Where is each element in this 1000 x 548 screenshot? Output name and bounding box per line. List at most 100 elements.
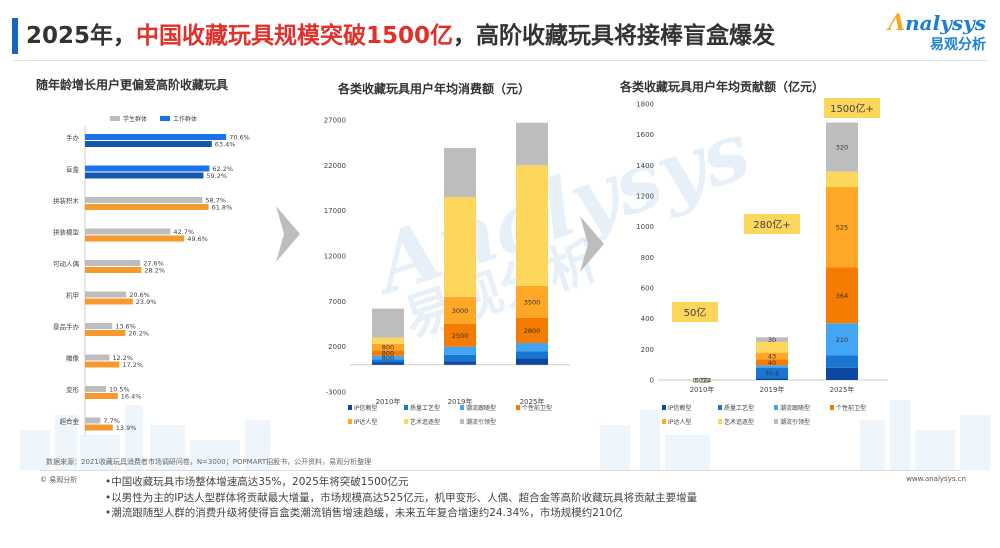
- segment-label: 2500: [452, 332, 469, 340]
- stack-segment: [516, 317, 548, 344]
- segment-label: 43: [768, 352, 776, 360]
- footer-divider: [40, 470, 960, 471]
- data-label-student: 70.6%: [229, 134, 250, 142]
- segment-label: 800: [382, 354, 394, 362]
- note-1: •中国收藏玩具市场整体增速高达35%，2025年将突破1500亿元: [105, 476, 409, 488]
- category-label: 可动人偶: [53, 259, 80, 268]
- segment-label: 320: [836, 144, 848, 152]
- bar-worker: [85, 141, 212, 147]
- stack-segment: [826, 186, 858, 268]
- bar-student: [85, 260, 141, 266]
- stack-segment: [372, 308, 404, 338]
- y-tick-label: 1600: [636, 131, 654, 139]
- stack-segment: [516, 285, 548, 318]
- data-label-worker: 28.2%: [144, 267, 165, 275]
- category-label: 变形: [66, 385, 80, 394]
- legend-swatch: [774, 405, 778, 410]
- data-label-student: 7.7%: [103, 417, 120, 425]
- y-tick-label: 200: [641, 346, 654, 354]
- category-label: 超合金: [60, 417, 80, 426]
- stack-segment: [516, 122, 548, 166]
- header-divider: [12, 60, 988, 61]
- x-category-label: 2019年: [448, 397, 473, 406]
- data-label-worker: 13.9%: [116, 424, 137, 432]
- category-label: 手办: [66, 133, 80, 142]
- data-label-worker: 16.4%: [121, 393, 142, 401]
- segment-label: 210: [836, 336, 848, 344]
- segment-label: 0.024: [693, 376, 712, 384]
- footer-logo: © 易观分析: [40, 476, 78, 484]
- bar-student: [85, 197, 203, 203]
- note-3: •潮流跟随型人群的消费升级将使得盲盒类潮流销售增速趋缓，未来五年复合增速约24.…: [105, 507, 623, 519]
- data-label-worker: 49.6%: [187, 235, 208, 243]
- arrow-right-icon: [276, 206, 300, 262]
- bar-worker: [85, 204, 209, 210]
- legend-label: 个性前卫型: [836, 404, 866, 412]
- legend-swatch-student: [110, 116, 120, 121]
- callout-label: 280亿+: [753, 218, 790, 231]
- segment-label: 70.6: [765, 370, 779, 378]
- data-label-worker: 61.8%: [212, 204, 233, 212]
- x-category-label: 2010年: [690, 385, 715, 394]
- y-tick-label: 1000: [636, 223, 654, 231]
- title-highlight: 中国收藏玩具规模突破1500亿: [136, 23, 454, 49]
- stack-segment: [444, 361, 476, 365]
- stack-segment: [444, 324, 476, 347]
- logo-a-glyph: Λ: [888, 10, 906, 36]
- category-label: 景品手办: [53, 322, 80, 331]
- data-label-student: 12.2%: [112, 354, 133, 362]
- stack-segment: [516, 343, 548, 352]
- bar-student: [85, 354, 110, 361]
- stack-segment: [372, 362, 404, 365]
- legend-swatch: [830, 405, 834, 410]
- bar-worker: [85, 393, 118, 399]
- legend-swatch: [662, 419, 666, 424]
- bar-student: [85, 134, 227, 140]
- bar-student: [85, 165, 210, 172]
- stack-segment: [516, 351, 548, 359]
- y-tick-label: 1200: [636, 193, 654, 201]
- stack-segment: [756, 365, 788, 368]
- footer-url[interactable]: www.analysys.cn: [906, 475, 966, 483]
- category-label: 机甲: [66, 291, 79, 300]
- callout-label: 1500亿+: [830, 102, 874, 115]
- legend-label: 个性前卫型: [522, 404, 552, 412]
- category-label: 拼装积木: [53, 196, 80, 205]
- bar-worker: [85, 424, 113, 431]
- y-tick-label: 1400: [636, 162, 654, 170]
- segment-label: 800: [382, 344, 394, 352]
- bar-worker: [85, 172, 204, 179]
- stack-segment: [516, 358, 548, 365]
- data-label-student: 27.6%: [143, 260, 164, 268]
- bar-student: [85, 291, 127, 298]
- bar-student: [85, 417, 101, 424]
- legend-swatch: [718, 419, 722, 424]
- stack-segment: [372, 355, 404, 360]
- legend-swatch-worker: [160, 116, 170, 121]
- data-label-student: 42.7%: [173, 228, 194, 236]
- stack-segment: [826, 267, 858, 324]
- segment-label: 2800: [524, 327, 541, 335]
- segment-label: 40: [768, 359, 776, 367]
- stack-segment: [756, 378, 788, 380]
- data-label-worker: 17.2%: [122, 361, 143, 369]
- y-tick-label: -3000: [326, 389, 346, 397]
- legend-label: 潮流引领型: [466, 418, 496, 426]
- stack-segment: [826, 367, 858, 380]
- x-category-label: 2019年: [760, 385, 785, 394]
- stack-segment: [372, 359, 404, 363]
- bar-student: [85, 323, 113, 329]
- legend-swatch: [516, 405, 520, 410]
- y-tick-label: 800: [641, 254, 654, 262]
- legend-label-worker: 工作群体: [173, 115, 197, 123]
- stack-segment: [516, 165, 548, 286]
- stack-segment: [444, 296, 476, 324]
- stack-segment: [756, 352, 788, 360]
- stack-segment: [826, 171, 858, 187]
- legend-swatch: [348, 405, 352, 410]
- legend-swatch: [404, 419, 408, 424]
- stack-segment: [826, 323, 858, 356]
- summary-notes: •中国收藏玩具市场整体增速高达35%，2025年将突破1500亿元 •以男性为主…: [105, 475, 697, 522]
- stack-segment: [444, 148, 476, 198]
- legend-label: 艺术追逐型: [410, 418, 440, 426]
